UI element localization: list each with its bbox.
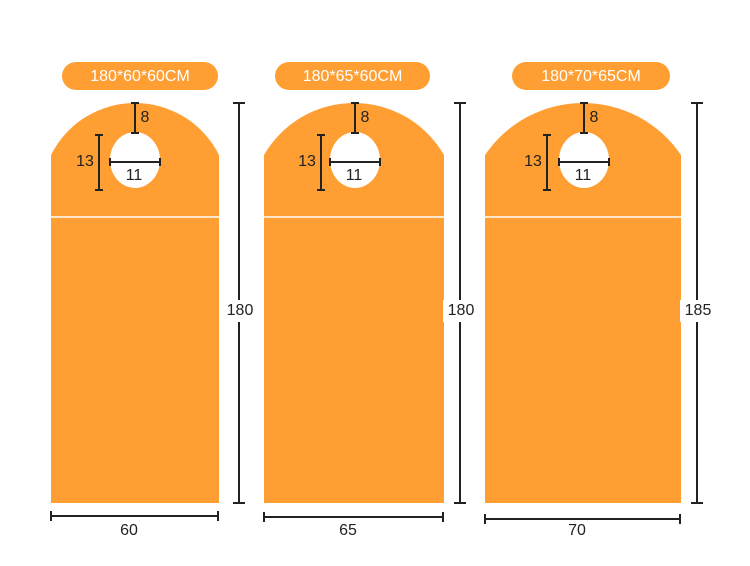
dim-line [263, 512, 444, 522]
size-label: 180*65*60CM [303, 68, 403, 85]
dim-line [329, 158, 381, 166]
label-bg [680, 300, 714, 322]
face-hole [330, 132, 380, 188]
size-pill [512, 62, 670, 90]
size-label: 180*60*60CM [90, 68, 190, 85]
dim-line [580, 102, 588, 134]
size-label: 180*70*65CM [541, 68, 641, 85]
length-label: 185 [685, 302, 712, 319]
cover-shape [485, 103, 681, 503]
hole-top-label: 8 [361, 109, 370, 126]
dim-line [109, 158, 161, 166]
dim-line [543, 134, 551, 191]
dim-line [95, 134, 103, 191]
hole-width-label: 11 [126, 167, 143, 184]
length-label: 180 [227, 302, 254, 319]
cover-shape [264, 103, 444, 503]
size-pill [275, 62, 430, 90]
hole-top-label: 8 [141, 109, 150, 126]
width-label: 70 [568, 522, 586, 539]
dim-line [351, 102, 359, 134]
dim-line [558, 158, 610, 166]
hole-height-label: 13 [524, 153, 542, 170]
length-label: 180 [448, 302, 475, 319]
width-label: 65 [339, 522, 357, 539]
hole-width-label: 11 [575, 167, 592, 184]
dim-line [317, 134, 325, 191]
cover-shape [51, 103, 219, 504]
label-bg [443, 300, 477, 322]
hole-height-label: 13 [76, 153, 94, 170]
width-label: 60 [120, 522, 138, 539]
label-bg [222, 300, 256, 322]
size-pill [62, 62, 218, 90]
hole-height-label: 13 [298, 153, 316, 170]
dim-line [50, 511, 219, 521]
dim-line [131, 102, 139, 134]
hole-width-label: 11 [346, 167, 363, 184]
face-hole [559, 132, 609, 188]
face-hole [110, 132, 160, 188]
hole-top-label: 8 [590, 109, 599, 126]
dim-line [484, 514, 681, 524]
